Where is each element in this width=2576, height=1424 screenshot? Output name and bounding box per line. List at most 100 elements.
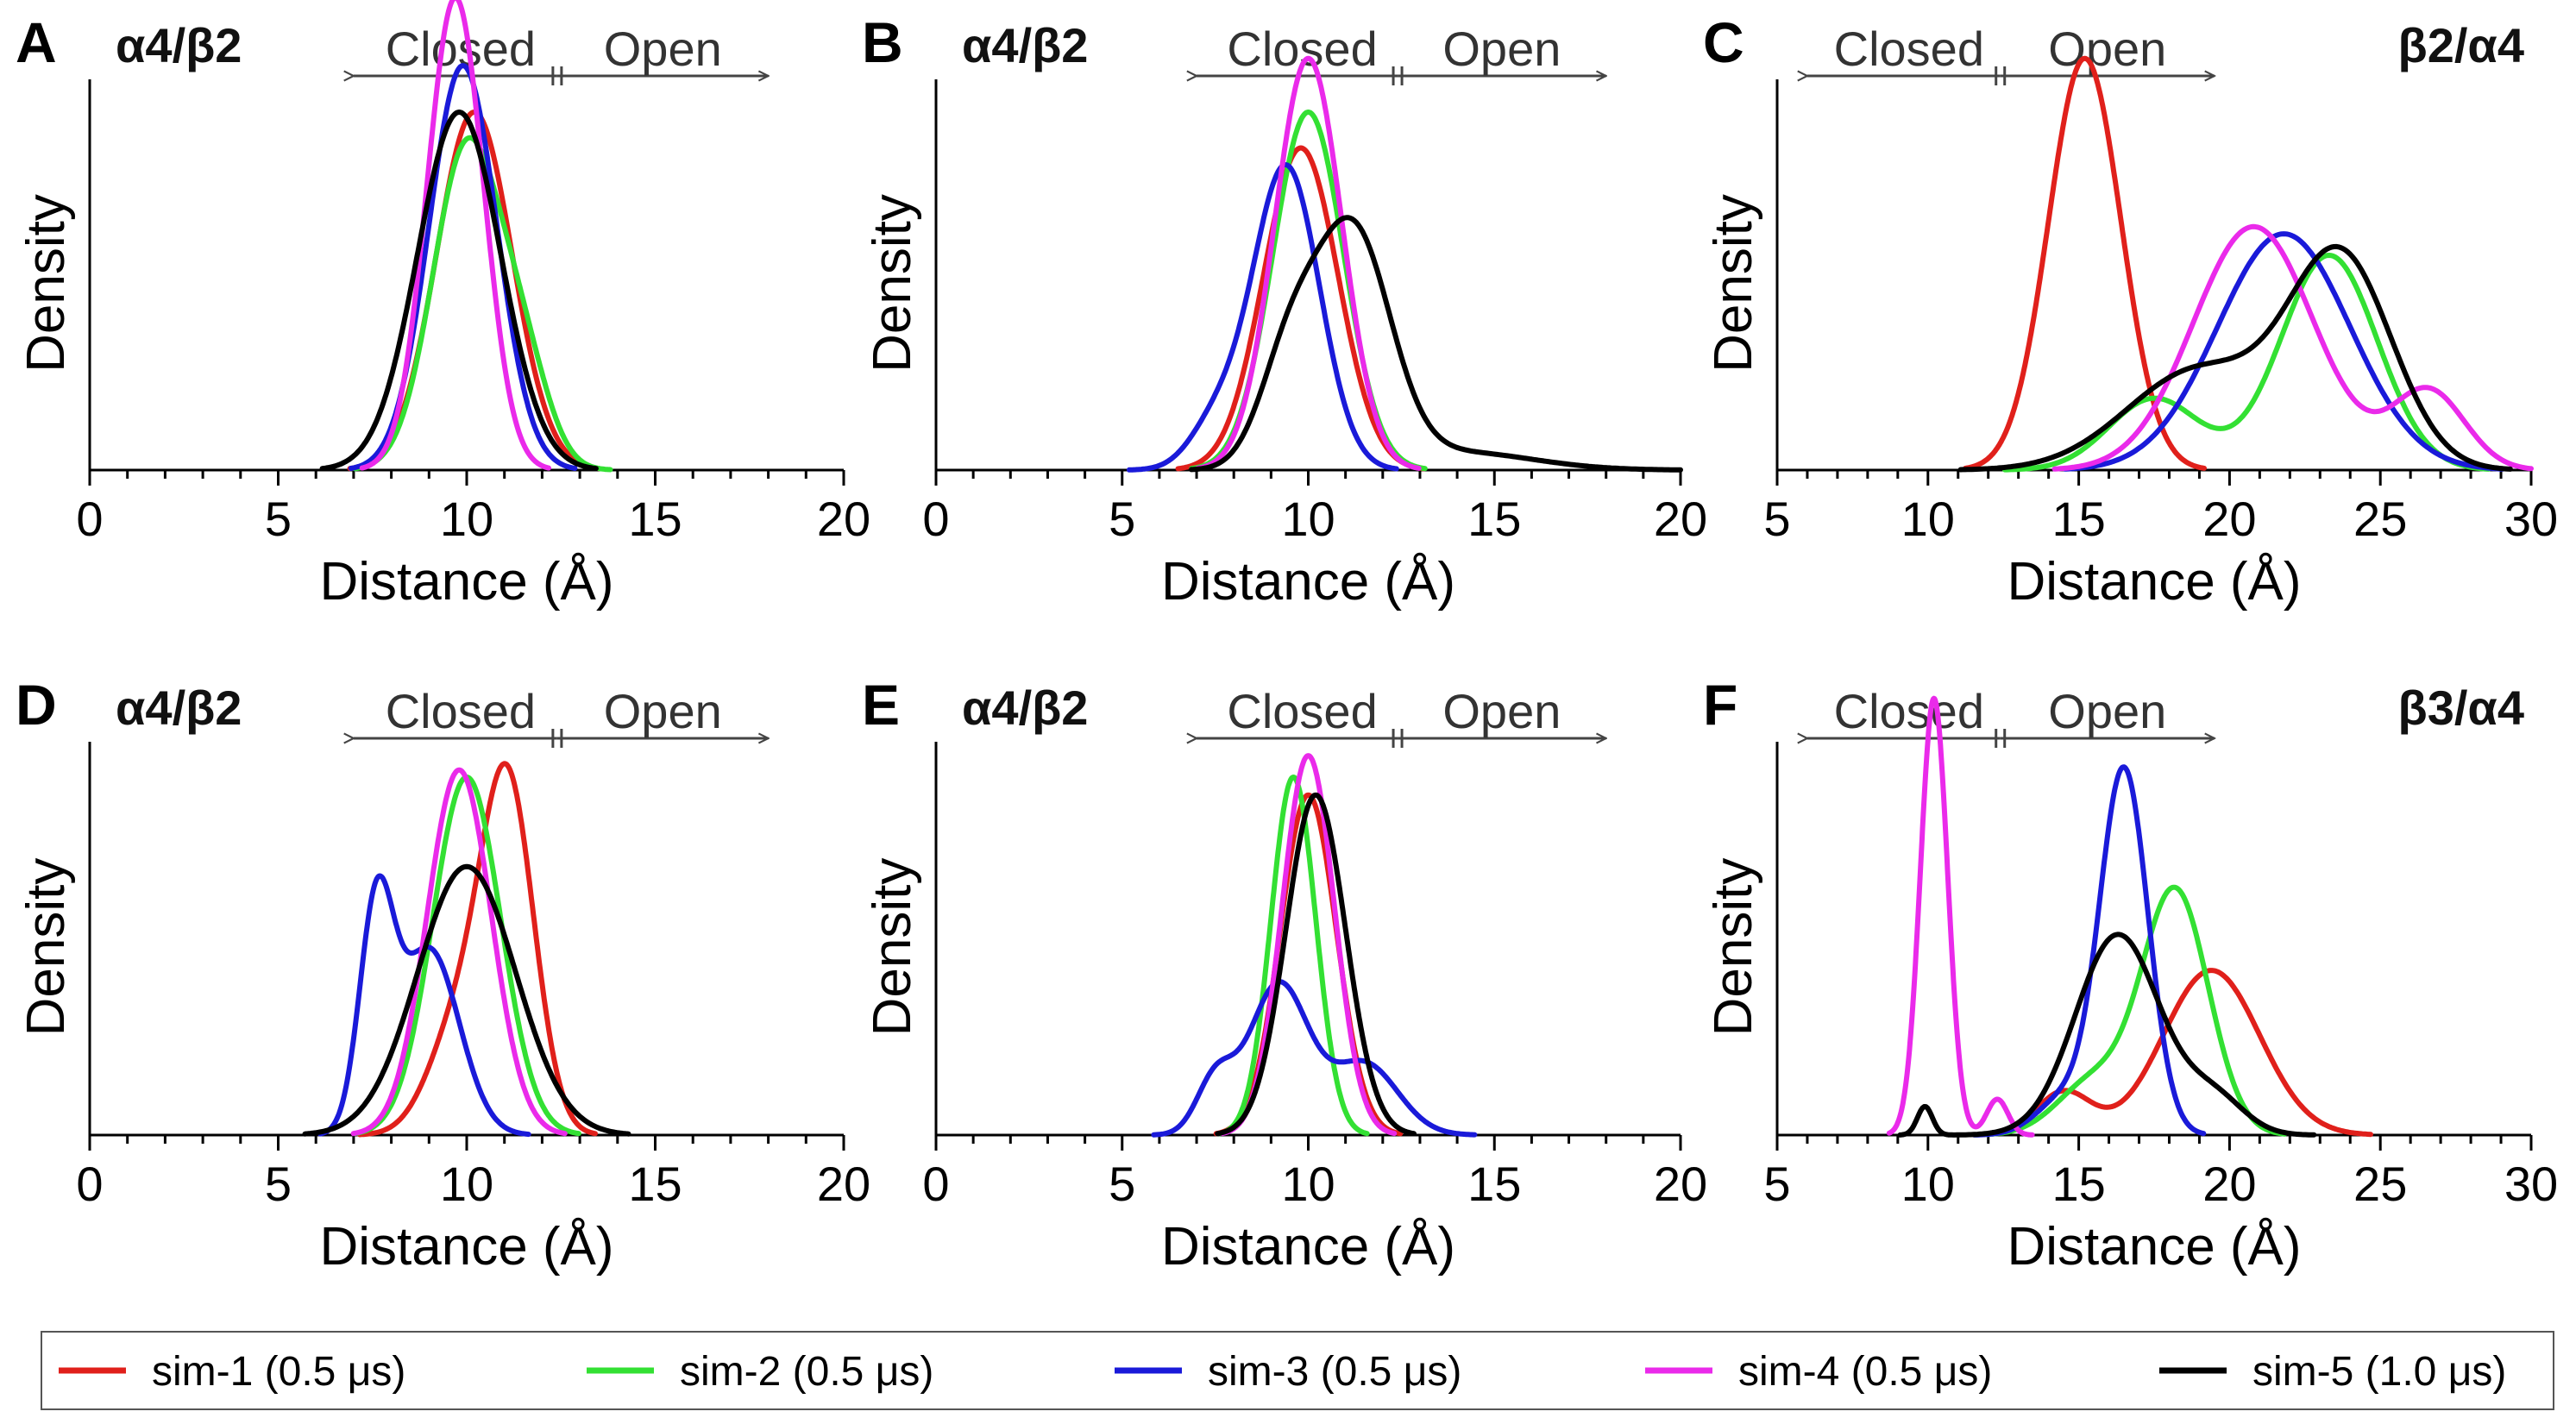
receptor-label: α4/β2 [962, 18, 1088, 72]
x-tick-label: 5 [265, 1157, 292, 1211]
closed-label: Closed [1834, 684, 1984, 738]
receptor-label: β3/α4 [2398, 681, 2524, 735]
x-tick-label: 10 [1901, 1157, 1955, 1211]
closed-label: Closed [1834, 22, 1984, 76]
panel-letter: E [862, 673, 900, 737]
series-line-sim-5 [1215, 792, 1417, 1137]
x-tick-label: 10 [1281, 1157, 1335, 1211]
x-tick-label: 15 [628, 492, 682, 546]
x-tick-label: 20 [2202, 1157, 2256, 1211]
open-label: Open [604, 22, 722, 76]
x-tick-label: 15 [2051, 1157, 2105, 1211]
x-axis-label: Distance (Å) [2007, 552, 2301, 612]
open-label: Open [604, 684, 722, 738]
legend-entry-sim-1: sim-1 (0.5 μs) [59, 1349, 405, 1395]
x-tick-label: 15 [1467, 1157, 1521, 1211]
legend-label: sim-1 (0.5 μs) [152, 1349, 405, 1395]
x-tick-label: 25 [2353, 492, 2407, 546]
series-line-sim-5 [319, 110, 599, 472]
x-tick-label: 20 [817, 492, 870, 546]
legend-box [41, 1331, 2554, 1410]
open-label: Open [1442, 22, 1561, 76]
closed-label: Closed [386, 684, 536, 738]
x-axis-label: Distance (Å) [319, 1217, 613, 1277]
x-tick-label: 5 [1109, 492, 1135, 546]
open-label: Open [2048, 22, 2166, 76]
x-tick-label: 5 [1763, 1157, 1790, 1211]
receptor-label: β2/α4 [2398, 18, 2524, 72]
open-label: Open [2048, 684, 2166, 738]
y-axis-label: Density [1704, 858, 1763, 1037]
series-line-sim-1 [1213, 792, 1404, 1137]
legend-entry-sim-5: sim-5 (1.0 μs) [2159, 1349, 2506, 1395]
receptor-label: α4/β2 [962, 681, 1088, 735]
x-tick-label: 10 [440, 1157, 493, 1211]
panel-letter: A [16, 10, 57, 74]
series-line-sim-2 [1216, 775, 1370, 1137]
x-tick-label: 30 [2504, 492, 2558, 546]
x-tick-label: 20 [817, 1157, 870, 1211]
series-line-sim-3 [1126, 162, 1399, 473]
legend-entry-sim-2: sim-2 (0.5 μs) [587, 1349, 933, 1395]
x-tick-label: 10 [1901, 492, 1955, 546]
receptor-label: α4/β2 [116, 681, 242, 735]
x-tick-label: 10 [440, 492, 493, 546]
closed-label: Closed [1227, 684, 1377, 738]
series-line-sim-3 [1971, 764, 2207, 1138]
x-tick-label: 15 [2051, 492, 2105, 546]
series-line-sim-3 [1151, 979, 1478, 1138]
legend: sim-1 (0.5 μs) sim-2 (0.5 μs) sim-3 (0.5 μ… [41, 1331, 2554, 1410]
y-axis-label: Density [863, 858, 922, 1037]
series-line-sim-4 [350, 767, 568, 1137]
y-axis-label: Density [16, 194, 76, 373]
x-axis-label: Distance (Å) [319, 552, 613, 612]
panel-letter: B [862, 10, 903, 74]
series-line-sim-2 [2001, 253, 2491, 473]
x-tick-label: 0 [76, 1157, 103, 1211]
series-line-sim-4 [359, 0, 551, 471]
y-axis-label: Density [1704, 194, 1763, 373]
x-tick-label: 5 [265, 492, 292, 546]
x-tick-label: 15 [628, 1157, 682, 1211]
series-line-sim-1 [347, 110, 601, 472]
legend-entry-sim-3: sim-3 (0.5 μs) [1115, 1349, 1461, 1395]
panel-letter: F [1703, 673, 1737, 737]
legend-entry-sim-4: sim-4 (0.5 μs) [1645, 1349, 1992, 1395]
x-tick-label: 30 [2504, 1157, 2558, 1211]
series-line-sim-2 [1189, 110, 1428, 472]
series-line-sim-3 [348, 63, 578, 471]
x-tick-label: 0 [922, 1157, 949, 1211]
series-line-sim-5 [1957, 243, 2513, 473]
series-line-sim-4 [1886, 695, 2035, 1138]
series-line-sim-5 [302, 863, 631, 1137]
series-line-sim-5 [1189, 215, 1683, 473]
x-tick-label: 5 [1109, 1157, 1135, 1211]
legend-label: sim-4 (0.5 μs) [1738, 1349, 1992, 1395]
x-tick-label: 5 [1763, 492, 1790, 546]
series-line-sim-3 [2062, 231, 2506, 472]
legend-label: sim-5 (1.0 μs) [2252, 1349, 2506, 1395]
series-line-sim-2 [1971, 884, 2288, 1138]
series-line-sim-1 [1963, 55, 2207, 471]
x-tick-label: 20 [1654, 1157, 1707, 1211]
series-line-sim-1 [1971, 968, 2373, 1138]
x-tick-label: 20 [2202, 492, 2256, 546]
x-tick-label: 0 [922, 492, 949, 546]
receptor-label: α4/β2 [116, 18, 242, 72]
x-tick-label: 20 [1654, 492, 1707, 546]
x-tick-label: 25 [2353, 1157, 2407, 1211]
x-axis-label: Distance (Å) [2007, 1217, 2301, 1277]
legend-label: sim-3 (0.5 μs) [1208, 1349, 1461, 1395]
x-axis-label: Distance (Å) [1161, 1217, 1455, 1277]
x-tick-label: 10 [1281, 492, 1335, 546]
series-line-sim-4 [2051, 223, 2534, 472]
series-line-sim-4 [1195, 55, 1422, 471]
panel-letter: D [16, 673, 57, 737]
x-tick-label: 0 [76, 492, 103, 546]
x-axis-label: Distance (Å) [1161, 552, 1455, 612]
